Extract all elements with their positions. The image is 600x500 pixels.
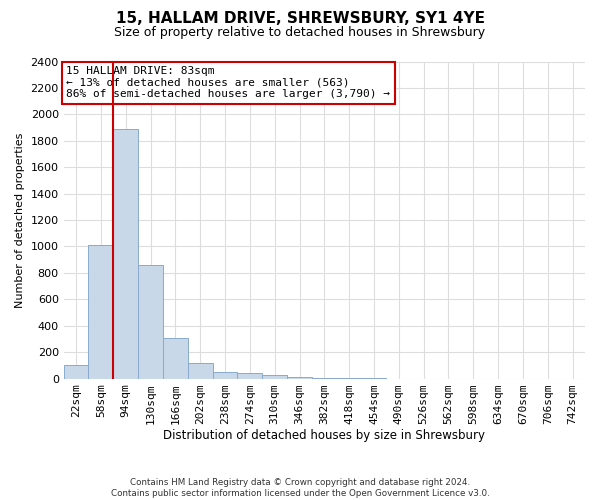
Bar xyxy=(88,245,113,378)
Bar xyxy=(163,338,188,378)
Text: Contains HM Land Registry data © Crown copyright and database right 2024.
Contai: Contains HM Land Registry data © Crown c… xyxy=(110,478,490,498)
Y-axis label: Number of detached properties: Number of detached properties xyxy=(15,132,25,308)
Bar xyxy=(262,375,287,378)
Bar xyxy=(113,129,138,378)
Bar xyxy=(287,376,312,378)
X-axis label: Distribution of detached houses by size in Shrewsbury: Distribution of detached houses by size … xyxy=(163,430,485,442)
Text: 15 HALLAM DRIVE: 83sqm
← 13% of detached houses are smaller (563)
86% of semi-de: 15 HALLAM DRIVE: 83sqm ← 13% of detached… xyxy=(66,66,390,100)
Bar xyxy=(64,366,88,378)
Bar xyxy=(188,362,212,378)
Text: Size of property relative to detached houses in Shrewsbury: Size of property relative to detached ho… xyxy=(115,26,485,39)
Bar xyxy=(238,374,262,378)
Bar xyxy=(212,372,238,378)
Bar xyxy=(138,265,163,378)
Text: 15, HALLAM DRIVE, SHREWSBURY, SY1 4YE: 15, HALLAM DRIVE, SHREWSBURY, SY1 4YE xyxy=(115,11,485,26)
